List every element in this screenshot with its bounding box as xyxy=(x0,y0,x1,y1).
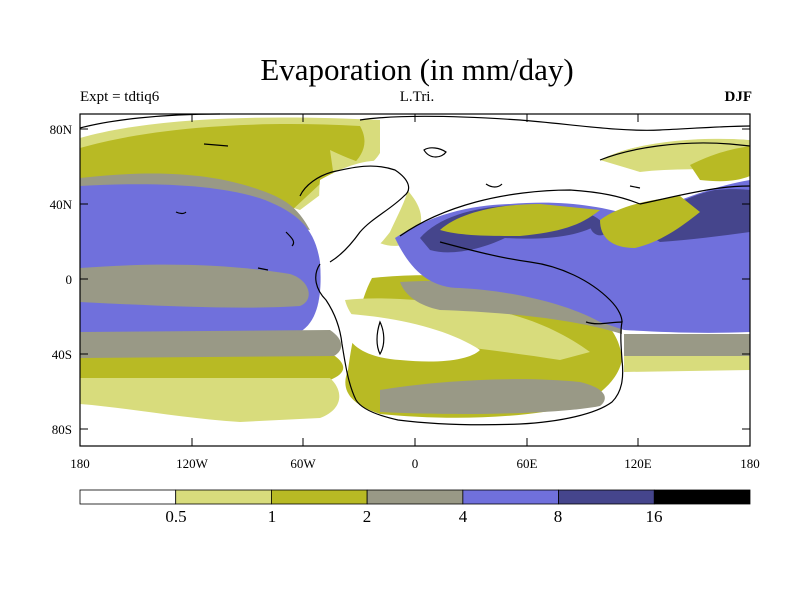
band-southern-grey xyxy=(380,379,605,414)
evaporation-field xyxy=(80,114,750,446)
y-axis xyxy=(80,128,750,430)
band-siberia-olive xyxy=(690,146,750,182)
colorbar-swatch xyxy=(653,489,751,505)
colorbar xyxy=(79,489,751,505)
coast-island-east xyxy=(376,320,385,356)
coast-island-pacific xyxy=(175,211,295,271)
x-axis xyxy=(79,114,751,446)
y-tick-label: 80N xyxy=(50,122,73,137)
band-pacific-south-olive xyxy=(80,356,344,380)
x-tick-label: 120E xyxy=(624,456,652,471)
colorbar-labels: 0.5 1 2 4 8 16 xyxy=(165,507,662,526)
experiment-label: Expt = tdtiq6 xyxy=(80,89,160,105)
colorbar-label: 4 xyxy=(459,507,468,526)
land-arctic-white xyxy=(380,114,750,176)
season-label: DJF xyxy=(724,89,753,105)
land-americas xyxy=(319,160,411,272)
colorbar-swatch xyxy=(558,489,655,505)
coast-europe xyxy=(399,189,641,237)
x-tick-label: 120W xyxy=(176,456,209,471)
coast-greenland xyxy=(423,147,447,158)
x-tick-label: 180 xyxy=(70,456,90,471)
map-title: Evaporation (in mm/day) xyxy=(260,52,574,87)
x-tick-label: 180 xyxy=(740,456,760,471)
coast-asia xyxy=(599,142,751,205)
band-pacific-equatorial-grey xyxy=(80,264,309,308)
x-axis-labels: 180 120W 60W 0 60E 120E 180 xyxy=(70,456,760,471)
coast-arctic xyxy=(359,115,751,131)
colorbar-swatch xyxy=(271,489,368,505)
band-atlantic-south-light xyxy=(345,298,590,360)
resolution-label: L.Tri. xyxy=(399,89,435,105)
colorbar-label: 2 xyxy=(363,507,372,526)
x-tick-label: 0 xyxy=(412,456,419,471)
colorbar-label: 1 xyxy=(268,507,277,526)
colorbar-label: 16 xyxy=(646,507,663,526)
band-pacific-south-light xyxy=(80,378,340,422)
band-europe-olive xyxy=(440,204,600,236)
y-tick-label: 40S xyxy=(52,347,72,362)
colorbar-swatch xyxy=(462,489,559,505)
band-indian-light xyxy=(624,356,750,372)
band-china-olive xyxy=(600,196,700,248)
colorbar-label: 0.5 xyxy=(165,507,186,526)
y-axis-labels: 80N 40N 0 40S 80S xyxy=(50,122,73,437)
x-tick-label: 60W xyxy=(290,456,316,471)
coastlines xyxy=(79,113,751,426)
land-antarctic-white xyxy=(80,416,750,446)
x-tick-label: 60E xyxy=(517,456,538,471)
coast-south-america xyxy=(315,263,624,426)
coast-africa xyxy=(439,241,623,323)
coast-island-north xyxy=(203,143,641,189)
colorbar-swatch xyxy=(175,489,272,505)
band-pacific-south-grey xyxy=(80,330,342,360)
y-tick-label: 80S xyxy=(52,422,72,437)
y-tick-label: 0 xyxy=(66,272,73,287)
colorbar-swatch xyxy=(366,489,464,505)
band-indian-grey xyxy=(624,334,750,358)
colorbar-swatch xyxy=(79,489,177,505)
y-tick-label: 40N xyxy=(50,197,73,212)
colorbar-label: 8 xyxy=(554,507,563,526)
